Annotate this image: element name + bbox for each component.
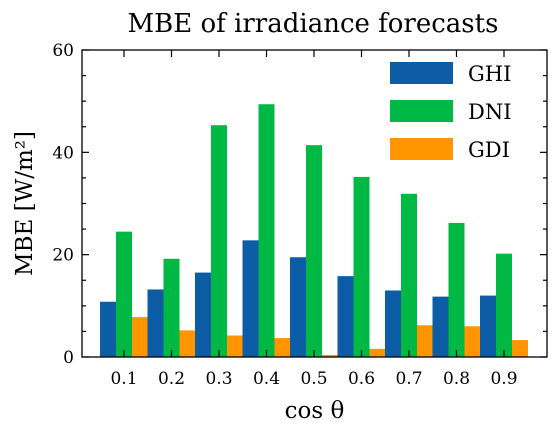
bar-dni-0.1 xyxy=(116,231,132,357)
legend-swatch-ghi xyxy=(390,62,453,84)
bar-dni-0.5 xyxy=(306,145,322,357)
y-tick-label-60: 60 xyxy=(52,41,74,61)
legend-label-ghi: GHI xyxy=(468,62,511,86)
bar-dni-0.2 xyxy=(163,258,180,357)
y-tick-label-40: 40 xyxy=(52,143,74,163)
y-tick-label-0: 0 xyxy=(63,348,74,368)
x-tick-label-0.5: 0.5 xyxy=(300,369,327,389)
x-tick-label-0.7: 0.7 xyxy=(395,369,422,389)
bar-dni-0.7 xyxy=(401,193,417,357)
x-axis-label: cos θ xyxy=(285,398,345,424)
legend-label-dni: DNI xyxy=(468,100,512,124)
bar-gdi-0.6 xyxy=(369,348,386,357)
x-axis-ticks: 0.1 0.2 0.3 0.4 0.5 0.6 0.7 0.8 0.9 xyxy=(110,50,518,389)
bar-gdi-0.4 xyxy=(274,338,291,357)
bar-ghi-0.1 xyxy=(100,301,116,357)
bar-ghi-0.4 xyxy=(242,240,259,357)
bar-gdi-0.9 xyxy=(512,340,528,357)
bar-gdi-0.7 xyxy=(417,325,433,357)
bar-ghi-0.5 xyxy=(290,257,306,357)
bar-dni-0.3 xyxy=(211,125,227,357)
legend-swatch-dni xyxy=(390,100,453,122)
bar-dni-0.9 xyxy=(496,253,512,357)
x-tick-label-0.4: 0.4 xyxy=(253,369,280,389)
x-tick-label-0.9: 0.9 xyxy=(490,369,517,389)
bar-gdi-0.8 xyxy=(464,326,481,357)
bar-gdi-0.2 xyxy=(179,330,196,357)
bar-ghi-0.6 xyxy=(337,276,354,357)
legend-swatch-gdi xyxy=(390,138,453,160)
bar-ghi-0.9 xyxy=(480,295,496,357)
y-tick-label-20: 20 xyxy=(52,246,74,266)
y-axis-ticks: 0 20 40 60 xyxy=(52,41,547,368)
bar-ghi-0.2 xyxy=(147,289,164,357)
bar-gdi-0.1 xyxy=(132,317,148,357)
x-tick-label-0.8: 0.8 xyxy=(443,369,470,389)
bar-ghi-0.8 xyxy=(432,296,449,357)
bar-dni-0.6 xyxy=(353,176,370,357)
plot-frame xyxy=(81,49,548,358)
bar-dni-0.4 xyxy=(258,104,275,357)
x-tick-label-0.1: 0.1 xyxy=(110,369,137,389)
legend-label-gdi: GDI xyxy=(468,138,510,162)
legend: GHI DNI GDI xyxy=(390,62,512,162)
x-tick-label-0.6: 0.6 xyxy=(348,369,375,389)
y-axis-label: MBE [W/m²] xyxy=(12,131,38,276)
x-tick-label-0.2: 0.2 xyxy=(158,369,185,389)
x-tick-label-0.3: 0.3 xyxy=(205,369,232,389)
bar-gdi-0.5 xyxy=(322,354,338,357)
bar-dni-0.8 xyxy=(448,222,465,357)
bars-group xyxy=(100,104,528,357)
chart-title: MBE of irradiance forecasts xyxy=(128,9,499,39)
bar-ghi-0.3 xyxy=(195,272,211,357)
bar-gdi-0.3 xyxy=(227,335,243,357)
bar-ghi-0.7 xyxy=(385,290,401,357)
